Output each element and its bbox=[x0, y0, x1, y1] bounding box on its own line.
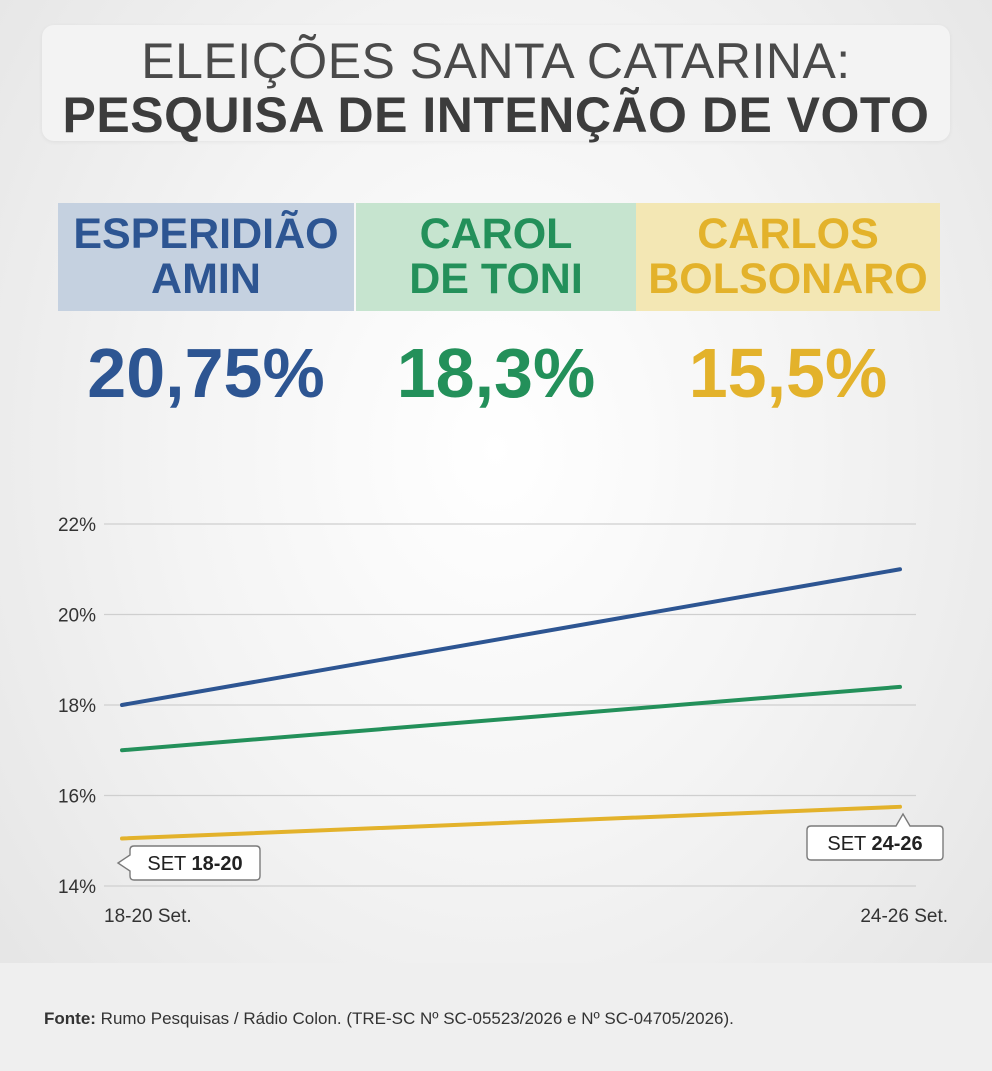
series-line-1 bbox=[120, 567, 902, 707]
callout-label: SET 18-20 bbox=[147, 853, 242, 875]
x-tick-label: 18-20 Set. bbox=[104, 906, 192, 927]
candidate-header-amin: ESPERIDIÃO AMIN bbox=[58, 203, 354, 311]
source-label: Fonte: bbox=[44, 1009, 96, 1028]
y-tick-label: 18% bbox=[58, 696, 96, 717]
series-line-2 bbox=[120, 684, 902, 753]
candidate-name-line2: DE TONI bbox=[409, 255, 583, 303]
candidate-percent-amin: 20,75% bbox=[87, 334, 325, 412]
series-line-3 bbox=[120, 804, 902, 841]
callout-set-24-26: SET 24-26 bbox=[806, 812, 944, 861]
y-tick-label: 22% bbox=[58, 515, 96, 536]
candidate-name-line2: AMIN bbox=[151, 255, 261, 303]
callout-box bbox=[116, 845, 261, 881]
y-tick-label: 16% bbox=[58, 787, 96, 808]
source-note: Fonte: Rumo Pesquisas / Rádio Colon. (TR… bbox=[44, 1009, 734, 1029]
y-tick-label: 20% bbox=[58, 606, 96, 627]
candidate-percent-bolsonaro: 15,5% bbox=[688, 334, 888, 412]
page-title-line2: PESQUISA DE INTENÇÃO DE VOTO bbox=[62, 87, 930, 143]
candidate-header-bolsonaro: CARLOS BOLSONARO bbox=[636, 203, 940, 311]
line-chart: 22% 20% 18% 16% 14% 18-20 Set. 24-26 Set. SET 1… bbox=[58, 515, 948, 927]
candidate-name-line1: CAROL bbox=[419, 210, 573, 258]
title-box: ELEIÇÕES SANTA CATARINA: PESQUISA DE INT… bbox=[42, 25, 950, 143]
candidate-header-detoni: CAROL DE TONI bbox=[356, 203, 636, 311]
candidate-name-line2: BOLSONARO bbox=[648, 255, 928, 303]
page-title-line1: ELEIÇÕES SANTA CATARINA: bbox=[141, 33, 851, 89]
candidate-percent-detoni: 18,3% bbox=[396, 334, 596, 412]
candidate-name-line1: ESPERIDIÃO bbox=[73, 210, 339, 258]
x-tick-label: 24-26 Set. bbox=[860, 906, 948, 927]
source-text: Rumo Pesquisas / Rádio Colon. (TRE-SC Nº… bbox=[95, 1009, 734, 1028]
footer: Fonte: Rumo Pesquisas / Rádio Colon. (TR… bbox=[0, 963, 992, 1071]
y-tick-label: 14% bbox=[58, 877, 96, 898]
callout-label: SET 24-26 bbox=[827, 833, 922, 855]
candidate-name-line1: CARLOS bbox=[697, 210, 879, 258]
callout-set-18-20: SET 18-20 bbox=[116, 845, 261, 881]
callout-box bbox=[806, 812, 944, 861]
